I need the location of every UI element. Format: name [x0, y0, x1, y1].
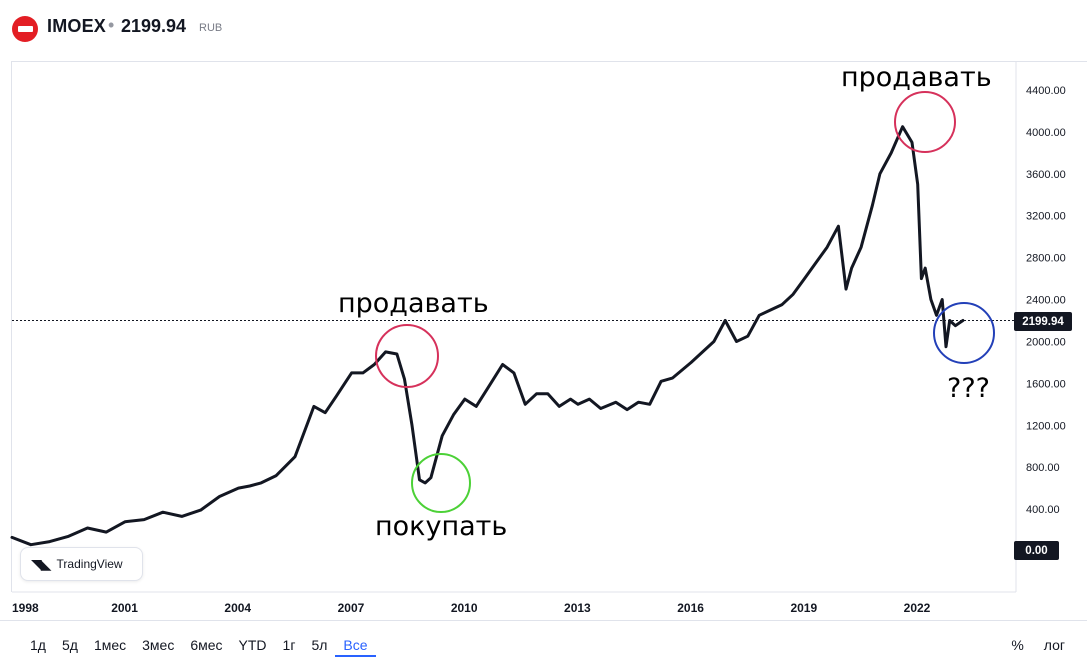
zero-price-tag: 0.00	[1014, 541, 1059, 560]
chart-pane[interactable]	[11, 61, 1087, 592]
x-tick-label-6: 2016	[677, 601, 704, 615]
timeframe-button-3[interactable]: 3мес	[142, 637, 175, 653]
range-toolbar: 1д 5д 1мес 3мес 6мес YTD 1г 5л Все % лог	[0, 620, 1087, 665]
imoex-price-line	[10, 125, 965, 547]
percent-scale-button[interactable]: %	[1011, 637, 1024, 653]
y-tick-label-4: 2800.00	[1026, 253, 1066, 265]
y-tick-label-8: 1200.00	[1026, 420, 1066, 432]
x-tick-label-5: 2013	[564, 601, 591, 615]
currency-label: RUB	[199, 22, 223, 34]
sell-circle-2021	[894, 91, 956, 153]
timeframe-button-7[interactable]: 5л	[311, 637, 328, 653]
x-tick-label-8: 2022	[904, 601, 931, 615]
timeframe-buttons: 1д 5д 1мес 3мес 6мес YTD 1г 5л Все	[22, 633, 376, 657]
scale-options: % лог	[1011, 633, 1065, 657]
symbol-header: IMOEX • 2199.94 RUB	[0, 0, 1087, 58]
y-tick-label-0: 4400.00	[1026, 85, 1066, 97]
y-tick-label-3: 3200.00	[1026, 211, 1066, 223]
ticker-symbol[interactable]: IMOEX	[47, 16, 107, 36]
price-chart[interactable]: 4400.00 4000.00 3600.00 3200.00 2800.00 2400.…	[0, 0, 1087, 620]
sell-circle-2008	[375, 324, 439, 388]
x-tick-label-2: 2004	[224, 601, 251, 615]
tradingview-watermark[interactable]: ◥◣ TradingView	[20, 547, 143, 581]
buy-label-2009: покупать	[375, 511, 507, 542]
moex-logo-icon	[12, 16, 38, 42]
x-tick-label-7: 2019	[790, 601, 817, 615]
timeframe-button-2[interactable]: 1мес	[93, 637, 127, 653]
y-tick-label-9: 800.00	[1026, 462, 1060, 474]
y-tick-label-2: 3600.00	[1026, 169, 1066, 181]
current-price-tag: 2199.94	[1014, 312, 1072, 331]
sell-label-2008: продавать	[338, 288, 489, 319]
timeframe-button-5[interactable]: YTD	[238, 637, 267, 653]
log-scale-button[interactable]: лог	[1043, 637, 1065, 653]
sell-label-2021: продавать	[841, 62, 992, 93]
last-price: 2199.94	[121, 16, 187, 36]
tradingview-label: TradingView	[56, 557, 123, 571]
separator-dot: •	[108, 15, 115, 35]
buy-circle-2009	[411, 453, 471, 513]
x-tick-label-0: 1998	[12, 601, 39, 615]
timeframe-button-6[interactable]: 1г	[282, 637, 296, 653]
y-tick-label-1: 4000.00	[1026, 127, 1066, 139]
timeframe-button-4[interactable]: 6мес	[190, 637, 223, 653]
timeframe-button-8[interactable]: Все	[335, 633, 376, 657]
y-tick-label-7: 1600.00	[1026, 378, 1066, 390]
x-tick-label-1: 2001	[111, 601, 138, 615]
question-circle-2022	[933, 302, 995, 364]
tradingview-logo-icon: ◥◣	[31, 555, 52, 572]
timeframe-button-0[interactable]: 1д	[30, 637, 46, 653]
question-label-2022: ???	[947, 373, 990, 404]
y-tick-label-6: 2000.00	[1026, 336, 1066, 348]
timeframe-button-1[interactable]: 5д	[61, 637, 78, 653]
x-tick-label-4: 2010	[451, 601, 478, 615]
x-tick-label-3: 2007	[338, 601, 365, 615]
y-tick-label-10: 400.00	[1026, 504, 1060, 516]
y-tick-label-5: 2400.00	[1026, 295, 1066, 307]
